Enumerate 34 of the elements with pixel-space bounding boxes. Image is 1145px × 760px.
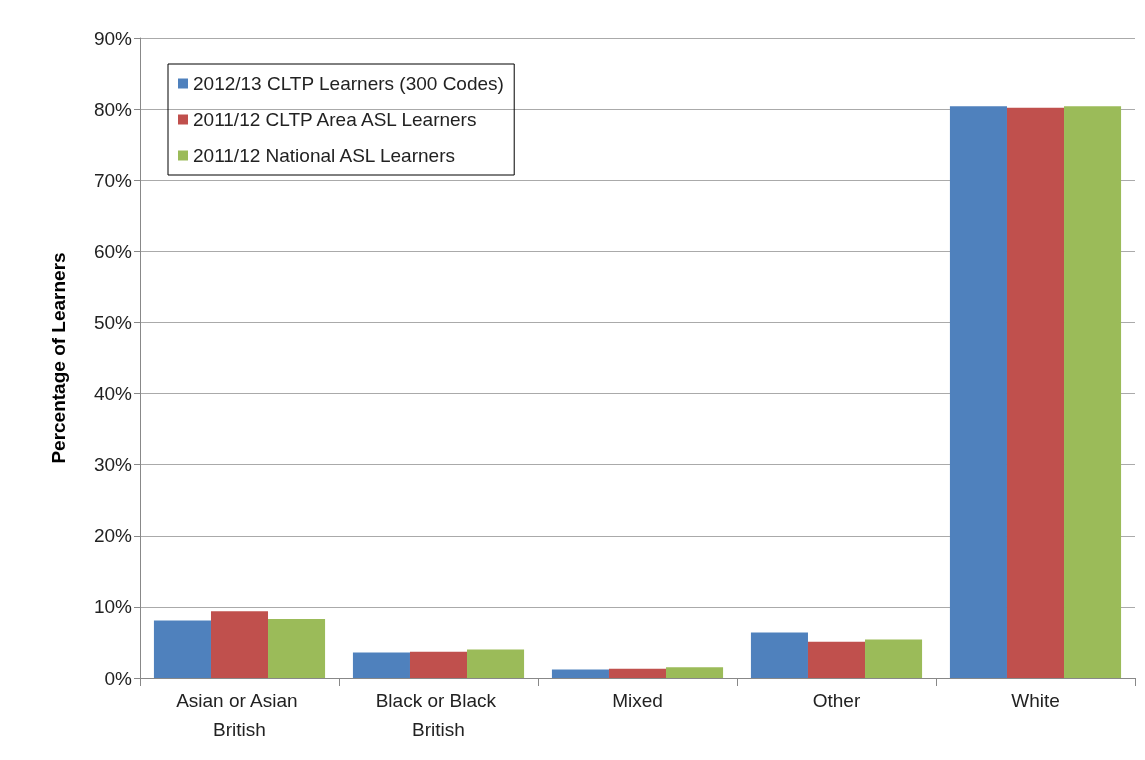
y-tick-label: 50% xyxy=(93,311,133,333)
y-tick-label: 90% xyxy=(93,27,133,49)
x-tick-label: Black or Black British xyxy=(375,690,502,740)
x-tick-label: Mixed xyxy=(612,690,663,711)
bar xyxy=(153,620,211,678)
y-tick-label: 30% xyxy=(93,454,133,476)
legend-label: 2011/12 CLTP Area ASL Learners xyxy=(193,109,477,130)
y-tick-label: 40% xyxy=(93,383,133,405)
bar xyxy=(1064,106,1122,678)
bar xyxy=(268,618,326,678)
bar xyxy=(608,668,667,678)
y-tick-label: 70% xyxy=(93,169,133,191)
bar xyxy=(409,651,468,678)
legend-label: 2012/13 CLTP Learners (300 Codes) xyxy=(193,73,504,94)
y-tick-label: 60% xyxy=(93,240,133,262)
bar xyxy=(1006,107,1065,678)
y-tick-label: 10% xyxy=(93,596,133,618)
bar xyxy=(750,632,808,678)
y-tick-label: 80% xyxy=(93,98,133,120)
y-axis-title: Percentage of Learners xyxy=(48,252,69,464)
bar xyxy=(666,667,724,678)
x-tick-label: White xyxy=(1011,690,1060,711)
bar xyxy=(807,641,866,678)
bar xyxy=(352,652,410,678)
y-tick-label: 20% xyxy=(93,525,133,547)
bar xyxy=(551,669,609,678)
bar xyxy=(467,649,525,678)
bar xyxy=(210,611,269,678)
legend-label: 2011/12 National ASL Learners xyxy=(193,145,455,166)
bar xyxy=(949,106,1007,678)
y-tick-label: 0% xyxy=(104,667,133,689)
x-tick-label: Asian or Asian British xyxy=(176,690,303,740)
bar xyxy=(865,639,923,678)
x-tick-label: Other xyxy=(812,690,861,711)
